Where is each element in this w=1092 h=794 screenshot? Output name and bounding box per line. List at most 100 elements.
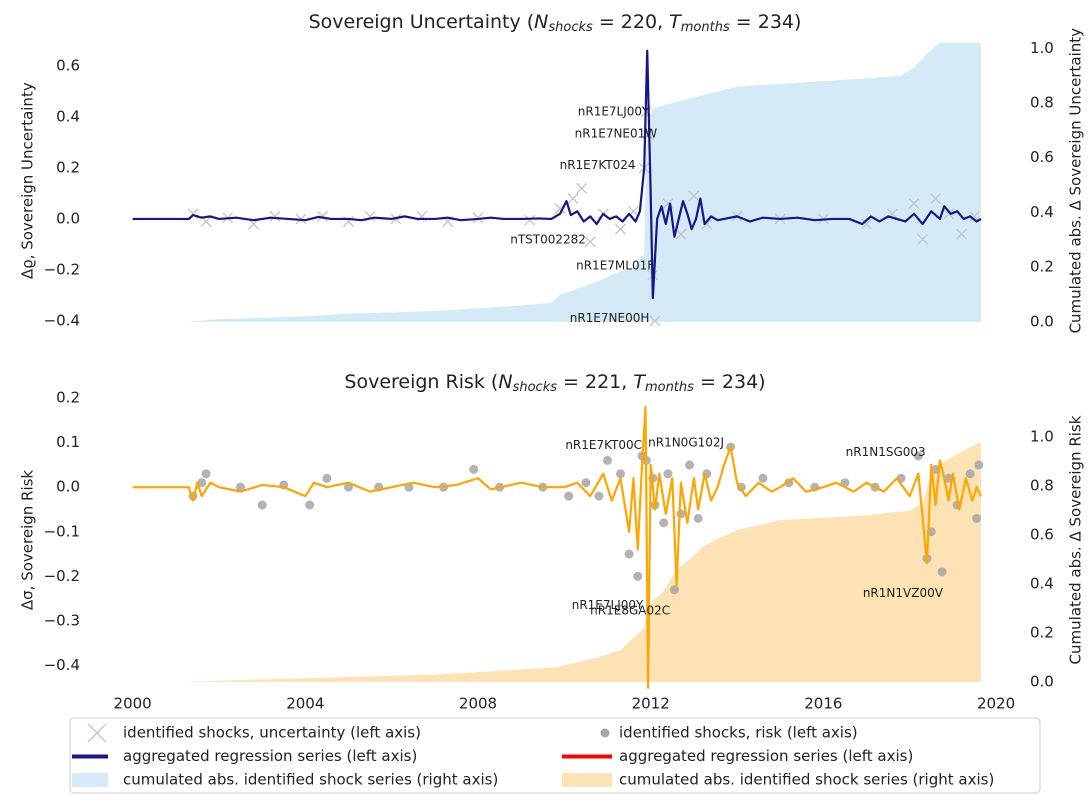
y-tick-label: −0.2 [44, 567, 80, 585]
shock-marker [317, 210, 329, 222]
title-part: N [498, 371, 512, 393]
shock-marker [917, 233, 929, 245]
title-part: = 221, [557, 371, 633, 393]
y-axis-label: Δϱ, Sovereign Uncertainty [19, 82, 37, 279]
shock-marker [197, 478, 207, 488]
shock-marker [257, 500, 267, 510]
title-part: = 234) [694, 371, 766, 393]
x-tick-label: 2000 [114, 695, 152, 713]
annotation: nR1N1VZ00V [863, 586, 944, 600]
legend-label: cumulated abs. identified shock series (… [123, 771, 498, 789]
y2-tick-label: 0.8 [1030, 93, 1054, 111]
title-part: N [534, 11, 548, 33]
shock-marker [685, 460, 695, 470]
shock-marker [943, 208, 955, 220]
legend-marker [562, 773, 612, 787]
legend-label: identified shocks, uncertainty (left axi… [123, 724, 421, 742]
title-part: months [681, 20, 730, 35]
legend-marker [72, 773, 108, 787]
y2-tick-label: 0.6 [1030, 525, 1054, 543]
y2-tick-label: 0.0 [1030, 672, 1054, 690]
y2-tick-label: 1.0 [1030, 39, 1054, 57]
shock-marker [615, 223, 626, 235]
y2-tick-label: 0.2 [1030, 258, 1054, 276]
shock-marker [861, 218, 872, 230]
shock-marker [305, 500, 315, 510]
shock-marker [649, 315, 661, 327]
legend-label: aggregated regression series (left axis) [619, 747, 913, 765]
shock-marker [693, 513, 703, 523]
x-tick-label: 2004 [286, 695, 324, 713]
annotation: nR1E7LJ00Y [572, 598, 644, 612]
y2-tick-label: 0.4 [1030, 203, 1054, 221]
shock-marker [472, 212, 484, 224]
line [132, 49, 982, 300]
area [184, 42, 981, 322]
shock-marker [930, 193, 942, 205]
y2-tick-label: 0.2 [1030, 623, 1054, 641]
shock-marker [615, 469, 625, 479]
shock-marker [576, 182, 588, 194]
legend-label: cumulated abs. identified shock series (… [619, 771, 994, 789]
title-part: T [669, 11, 682, 33]
legend: identified shocks, uncertainty (left axi… [72, 724, 994, 789]
shock-marker [676, 509, 686, 519]
y2-tick-label: 0.0 [1030, 312, 1054, 330]
y-tick-label: −0.1 [44, 522, 80, 540]
shock-marker [688, 190, 700, 202]
annotation: nR1E7NE00H [570, 311, 650, 325]
shock-marker [974, 460, 984, 470]
chart-title: Sovereign Risk (Nshocks = 221, Tmonths =… [344, 371, 765, 395]
y-tick-label: 0.0 [56, 209, 80, 227]
shock-marker [659, 518, 669, 528]
shock-marker [343, 482, 353, 492]
shock-marker [603, 455, 613, 465]
chart-title: Sovereign Uncertainty (Nshocks = 220, Tm… [309, 11, 802, 35]
shock-marker [675, 228, 687, 240]
title-part: = 220, [593, 11, 669, 33]
panel: Sovereign Risk (Nshocks = 221, Tmonths =… [19, 371, 1085, 713]
y-tick-label: 0.0 [56, 478, 80, 496]
y2-tick-label: 0.8 [1030, 477, 1054, 495]
annotation: nR1E7KT024 [560, 158, 636, 172]
y-tick-label: 0.2 [56, 389, 80, 407]
shock-marker [937, 567, 947, 577]
shock-marker [322, 473, 332, 483]
shock-marker [269, 210, 281, 222]
x-tick-label: 2012 [632, 695, 670, 713]
y-tick-label: −0.4 [44, 311, 80, 329]
title-part: Sovereign Uncertainty ( [309, 11, 535, 33]
annotation: nTST002282 [510, 232, 586, 246]
shock-marker [469, 464, 479, 474]
shock-marker [965, 469, 975, 479]
x-tick-label: 2008 [459, 695, 497, 713]
x-tick-label: 2016 [804, 695, 842, 713]
y2-tick-label: 0.4 [1030, 574, 1054, 592]
legend-label: aggregated regression series (left axis) [123, 747, 417, 765]
y-tick-label: 0.2 [56, 158, 80, 176]
annotation: nR1E7LJ00Y [578, 104, 650, 118]
annotation: nR1E7KT00C [565, 438, 642, 452]
y2-axis-label: Cumulated abs. Δ Sovereign Risk [1067, 415, 1085, 664]
shock-marker [972, 513, 982, 523]
shock-marker [956, 228, 967, 240]
shock-marker [624, 549, 634, 559]
y2-tick-label: 0.6 [1030, 148, 1054, 166]
y-tick-label: 0.6 [56, 56, 80, 74]
shock-marker [669, 585, 679, 595]
annotation: nR1E8GA02C [590, 604, 670, 618]
title-part: Sovereign Risk ( [344, 371, 498, 393]
y-axis-label: Δσ, Sovereign Risk [19, 470, 37, 611]
title-part: T [633, 371, 646, 393]
annotation: nR1N0G102J [648, 436, 724, 450]
shock-marker [663, 469, 673, 479]
panel: Sovereign Uncertainty (Nshocks = 220, Tm… [19, 11, 1085, 334]
title-part: = 234) [730, 11, 802, 33]
area [184, 441, 981, 682]
y-tick-label: 0.4 [56, 107, 80, 125]
panels: Sovereign Uncertainty (Nshocks = 220, Tm… [19, 11, 1085, 713]
shock-marker [236, 482, 246, 492]
shock-marker [594, 491, 604, 501]
legend-box [69, 717, 1041, 794]
